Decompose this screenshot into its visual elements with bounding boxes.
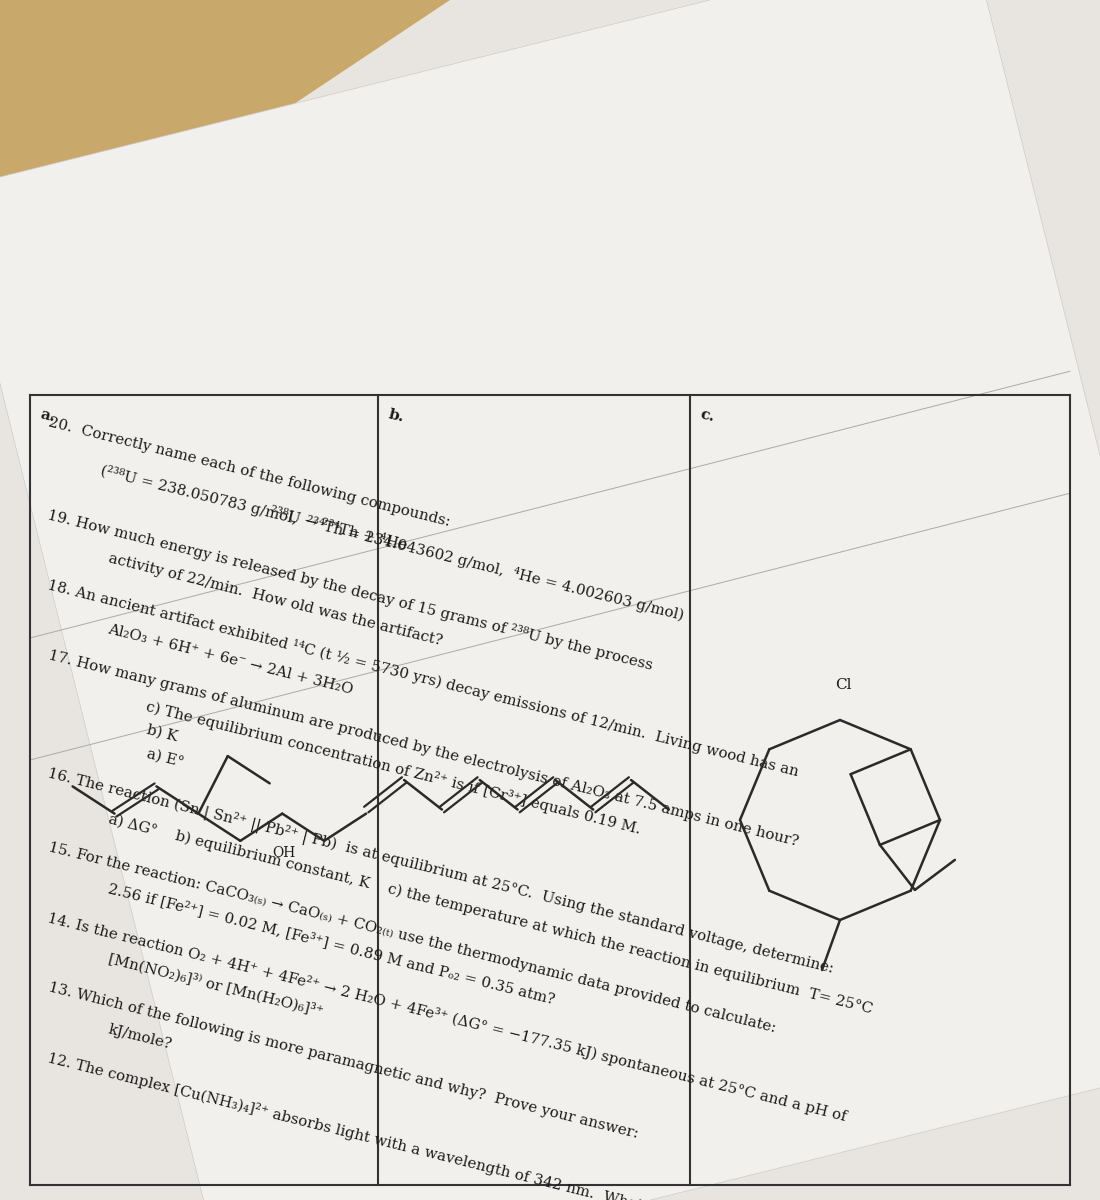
Text: 12. The complex [Cu(NH₃)₄]²⁺ absorbs light with a wavelength of 342 nm.  What is: 12. The complex [Cu(NH₃)₄]²⁺ absorbs lig…: [46, 1050, 794, 1200]
Text: 17. How many grams of aluminum are produced by the electrolysis of Al₂O₃ at 7.5 : 17. How many grams of aluminum are produ…: [46, 648, 800, 848]
Text: Al₂O₃ + 6H⁺ + 6e⁻ → 2Al + 3H₂O: Al₂O₃ + 6H⁺ + 6e⁻ → 2Al + 3H₂O: [107, 622, 355, 697]
Text: 19. How much energy is released by the decay of 15 grams of ²³⁸U by the process: 19. How much energy is released by the d…: [46, 506, 654, 672]
Text: 15. For the reaction: CaCO₃₍ₛ₎ → CaO₍ₛ₎ + CO₂₍ₜ₎ use the thermodynamic data prov: 15. For the reaction: CaCO₃₍ₛ₎ → CaO₍ₛ₎ …: [46, 840, 777, 1034]
Text: [Mn(NO₂)₆]³⁾ or [Mn(H₂O)₆]³⁺: [Mn(NO₂)₆]³⁾ or [Mn(H₂O)₆]³⁺: [107, 952, 324, 1020]
Text: a) E°: a) E°: [126, 742, 185, 769]
Text: Cl: Cl: [835, 678, 851, 692]
Text: c) The equilibrium concentration of Zn²⁺ is if [Cr³⁺] equals 0.19 M.: c) The equilibrium concentration of Zn²⁺…: [126, 694, 642, 836]
Text: a.: a.: [39, 407, 57, 425]
Text: OH: OH: [273, 846, 296, 859]
Text: 13. Which of the following is more paramagnetic and why?  Prove your answer:: 13. Which of the following is more param…: [46, 980, 639, 1140]
Text: ²³⁸U → ²³⁴Th + ⁴He: ²³⁸U → ²³⁴Th + ⁴He: [177, 482, 409, 553]
Text: activity of 22/min.  How old was the artifact?: activity of 22/min. How old was the arti…: [107, 551, 443, 648]
Text: (²³⁸U = 238.050783 g/mol,  ²³⁴Th = 234.043602 g/mol,  ⁴He = 4.002603 g/mol): (²³⁸U = 238.050783 g/mol, ²³⁴Th = 234.04…: [76, 457, 685, 623]
Text: 2.56 if [Fe²⁺] = 0.02 M, [Fe³⁺] = 0.89 M and Pₒ₂ = 0.35 atm?: 2.56 if [Fe²⁺] = 0.02 M, [Fe³⁺] = 0.89 M…: [107, 882, 557, 1007]
Text: b) K: b) K: [126, 718, 179, 744]
Text: 14. Is the reaction O₂ + 4H⁺ + 4Fe²⁺ → 2 H₂O + 4Fe³⁺ (ΔG° = −177.35 kJ) spontane: 14. Is the reaction O₂ + 4H⁺ + 4Fe²⁺ → 2…: [46, 910, 848, 1123]
Text: 20.  Correctly name each of the following compounds:: 20. Correctly name each of the following…: [46, 415, 451, 529]
Text: b.: b.: [387, 407, 406, 425]
Text: 18. An ancient artifact exhibited ¹⁴C (t ½ = 5730 yrs) decay emissions of 12/min: 18. An ancient artifact exhibited ¹⁴C (t…: [46, 577, 801, 779]
Text: c.: c.: [698, 407, 716, 424]
Text: 16. The reaction (Sn | Sn²⁺ || Pb²⁺ | Pb)  is at equilibrium at 25°C.  Using the: 16. The reaction (Sn | Sn²⁺ || Pb²⁺ | Pb…: [46, 766, 835, 977]
Text: kJ/mole?: kJ/mole?: [107, 1022, 174, 1051]
Text: a) ΔG°    b) equilibrium constant, K    c) the temperature at which the reaction: a) ΔG° b) equilibrium constant, K c) the…: [107, 812, 873, 1016]
Polygon shape: [0, 0, 450, 300]
